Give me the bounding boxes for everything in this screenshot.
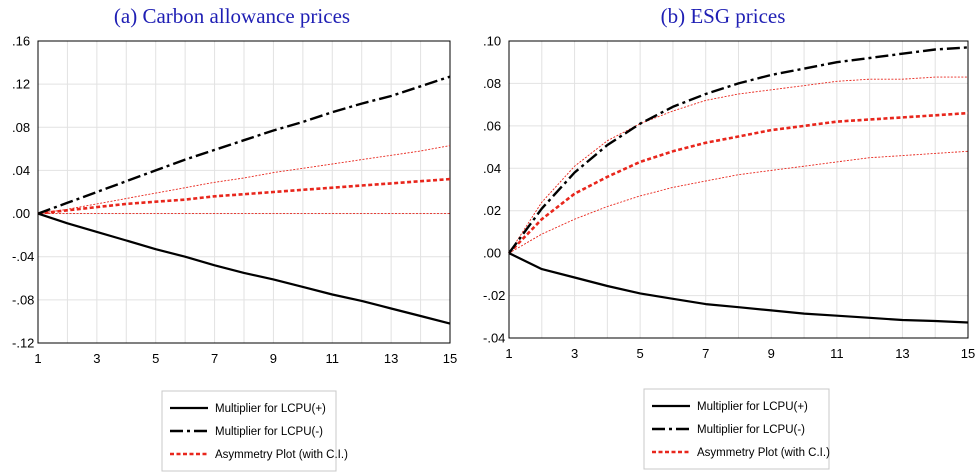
series-line-multiplier-neg: [508, 46, 969, 254]
y-tick-label: .04: [12, 163, 30, 178]
y-tick-label: .10: [483, 34, 501, 49]
x-tick-label: 11: [830, 346, 844, 361]
y-tick-label: .00: [483, 246, 501, 261]
x-tick-label: 7: [211, 351, 218, 366]
y-tick-label: .08: [483, 76, 501, 91]
y-tick-label: -.02: [483, 288, 505, 303]
x-tick-label: 3: [571, 346, 578, 361]
x-tick-label: 15: [961, 346, 975, 361]
legend-box: [161, 390, 337, 472]
series-line-ci-lower: [508, 150, 969, 254]
y-tick-label: .04: [483, 161, 501, 176]
legend: Multiplier for LCPU(+) Multiplier for LCP…: [643, 388, 830, 470]
legend-label: Multiplier for LCPU(-): [697, 424, 805, 436]
legend-label: Multiplier for LCPU(+): [215, 403, 326, 415]
chart-title: (a) Carbon allowance prices: [114, 4, 350, 28]
series-line-asymmetry: [37, 177, 451, 215]
legend-label: Asymmetry Plot (with C.I.): [215, 449, 348, 461]
panel-carbon-allowance: (a) Carbon allowance prices -.12 -.08 -.04…: [12, 4, 457, 472]
x-tick-label: 1: [34, 351, 41, 366]
x-tick-label: 11: [326, 351, 340, 366]
y-tick-label: -.12: [12, 336, 34, 351]
panel-esg: (b) ESG prices -.04 -.02 .00 .02 .04 .06 .08 .1…: [483, 4, 975, 470]
x-tick-label: 15: [443, 351, 457, 366]
legend-label: Asymmetry Plot (with C.I.): [697, 447, 830, 459]
y-tick-label: .08: [12, 120, 30, 135]
series-line-multiplier-neg: [37, 75, 451, 215]
series-line-multiplier-pos: [508, 252, 969, 324]
x-tick-label: 7: [702, 346, 709, 361]
x-tick-label: 13: [895, 346, 909, 361]
y-tick-label: -.08: [12, 292, 34, 307]
plot-frame: [37, 40, 451, 344]
plot-frame: [508, 40, 969, 339]
legend-label: Multiplier for LCPU(-): [215, 426, 323, 438]
legend-box: [643, 388, 830, 470]
y-tick-label: -.04: [12, 249, 34, 264]
chart-title: (b) ESG prices: [661, 4, 786, 28]
series-line-ci-upper: [508, 76, 968, 254]
legend-label: Multiplier for LCPU(+): [697, 401, 808, 413]
x-tick-label: 13: [384, 351, 398, 366]
series-line-ci-upper: [37, 145, 451, 215]
y-tick-label: .00: [12, 206, 30, 221]
x-tick-label: 1: [505, 346, 512, 361]
y-tick-label: .06: [483, 118, 501, 133]
x-tick-label: 3: [93, 351, 100, 366]
x-tick-label: 9: [270, 351, 277, 366]
y-tick-label: -.04: [483, 331, 505, 346]
y-tick-label: .12: [12, 77, 30, 92]
series-line-asymmetry: [508, 111, 969, 255]
series-line-multiplier-pos: [37, 212, 451, 325]
y-tick-label: .16: [12, 34, 30, 49]
x-tick-label: 5: [152, 351, 159, 366]
y-tick-label: .02: [483, 203, 501, 218]
x-tick-label: 5: [637, 346, 644, 361]
legend: Multiplier for LCPU(+) Multiplier for LCP…: [161, 390, 348, 472]
x-tick-label: 9: [768, 346, 775, 361]
